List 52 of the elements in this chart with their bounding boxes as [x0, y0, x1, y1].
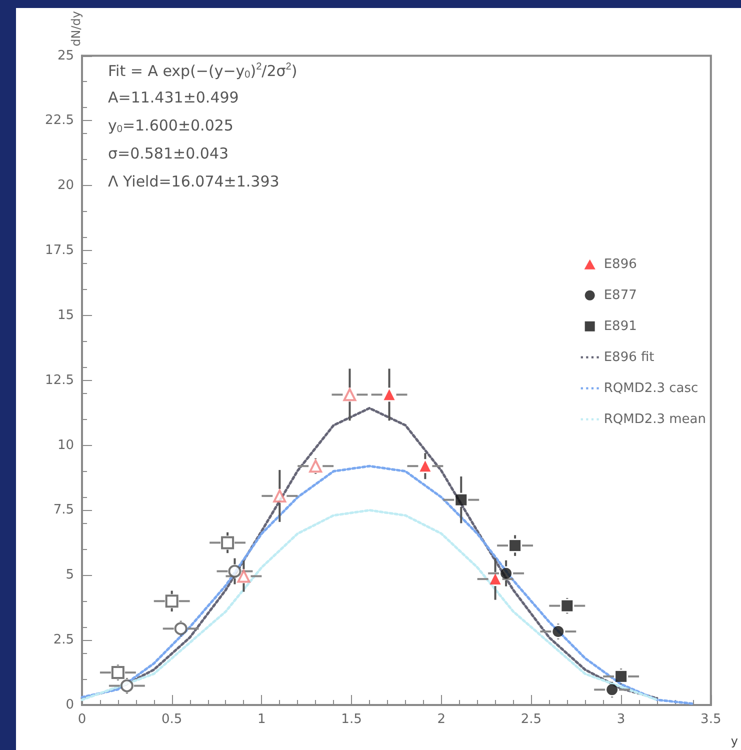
point	[616, 670, 627, 682]
line-series	[80, 464, 694, 705]
legend-label: RQMD2.3 mean	[604, 412, 706, 427]
x-tick-label: 3	[616, 712, 626, 727]
y-tick-label: 0	[66, 698, 74, 712]
point	[273, 489, 286, 502]
point	[552, 626, 564, 637]
y-tick-label: 2.5	[53, 632, 74, 648]
point	[490, 574, 501, 585]
annotation: σ=0.581±0.043	[108, 144, 229, 162]
y-tick-label: 22.5	[45, 113, 74, 128]
point	[420, 460, 431, 472]
y-tick-label: 5	[66, 568, 74, 583]
x-axis-title: y	[730, 734, 738, 748]
point	[384, 389, 395, 400]
point	[309, 460, 322, 473]
legend-label: E877	[604, 288, 637, 303]
y-tick-label: 15	[57, 308, 74, 323]
x-tick-label: 2	[437, 712, 446, 727]
y-axis-title: dN/dy	[69, 11, 83, 46]
point	[456, 494, 467, 506]
legend-label: E891	[604, 318, 637, 334]
y-tick-label: 12.5	[45, 372, 74, 388]
point	[237, 570, 250, 583]
y-tick-label: 17.5	[45, 243, 74, 258]
line-series	[80, 508, 658, 702]
y-tick-label: 7.5	[53, 502, 74, 518]
point	[606, 684, 618, 696]
point	[343, 388, 356, 402]
point	[510, 540, 521, 552]
x-tick-label: 1.5	[341, 712, 362, 727]
point	[120, 679, 134, 692]
y-tick-label: 20	[57, 178, 74, 194]
x-tick-label: 3.5	[700, 712, 722, 727]
point	[111, 666, 124, 680]
point	[174, 622, 188, 636]
x-tick-label: 0.5	[162, 712, 182, 727]
point	[228, 564, 242, 578]
legend-label: E896	[604, 256, 637, 272]
point	[500, 568, 512, 579]
point	[221, 536, 234, 550]
annotation: Λ Yield=16.074±1.393	[108, 172, 280, 190]
legend-label: RQMD2.3 casc	[604, 380, 698, 396]
y-tick-label: 25	[57, 48, 74, 64]
x-tick-label: 1	[258, 712, 266, 727]
annotation: A=11.431±0.499	[108, 88, 239, 106]
y-tick-label: 10	[57, 438, 74, 453]
x-tick-label: 0	[78, 712, 86, 727]
legend-label: E896 fit	[604, 350, 654, 365]
point	[562, 600, 573, 612]
x-tick-label: 2.5	[520, 712, 542, 727]
point	[165, 594, 178, 608]
